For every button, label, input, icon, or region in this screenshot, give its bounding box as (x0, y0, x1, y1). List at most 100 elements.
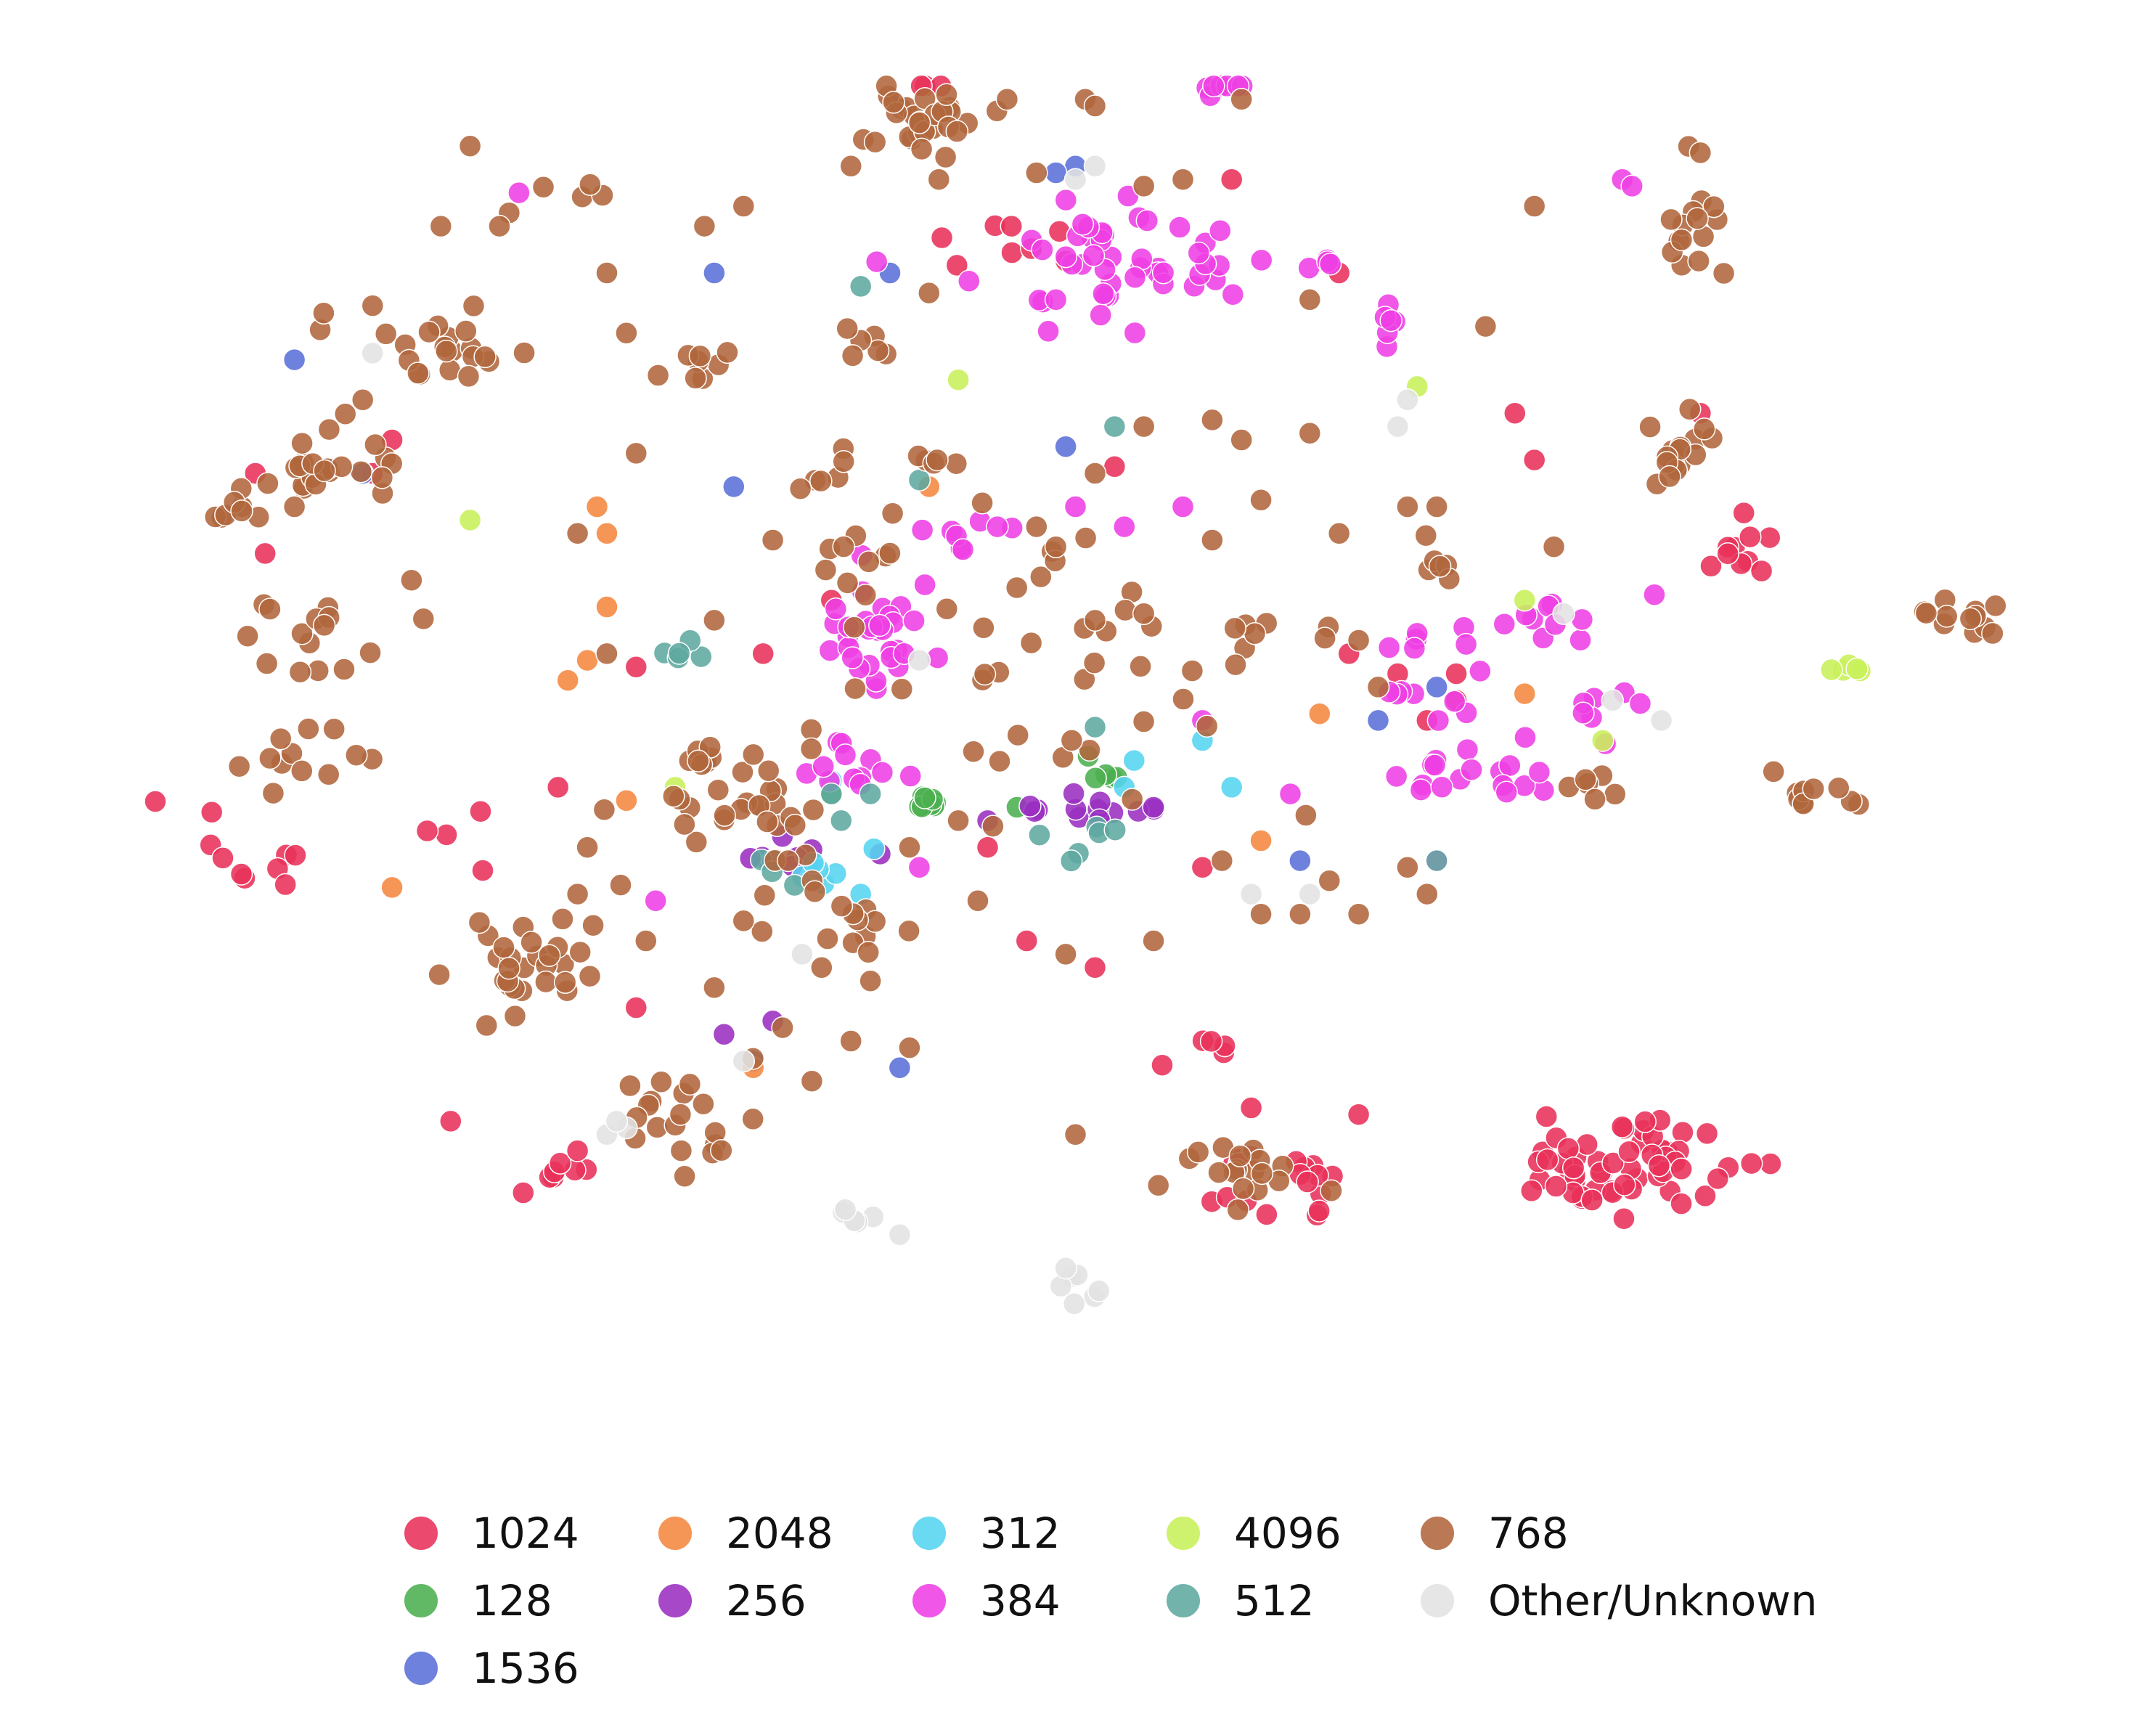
scatter-point (1347, 1103, 1371, 1126)
scatter-point (322, 717, 346, 740)
scatter-point (799, 718, 823, 741)
scatter-point (1278, 782, 1302, 806)
scatter-point (791, 942, 814, 966)
scatter-point (1694, 1184, 1717, 1208)
legend-item-312: 312 (911, 1509, 1061, 1558)
scatter-point (1601, 689, 1625, 712)
scatter-point (634, 929, 658, 952)
scatter-point (1984, 594, 2007, 618)
scatter-point (282, 495, 306, 518)
scatter-point (866, 339, 890, 362)
scatter-point (1054, 435, 1077, 458)
scatter-point (801, 798, 825, 822)
legend-marker (657, 1583, 693, 1619)
scatter-point (1298, 288, 1322, 311)
scatter-point (1402, 637, 1426, 660)
scatter-point (1425, 675, 1448, 699)
scatter-point (230, 499, 253, 523)
scatter-point (951, 538, 975, 561)
scatter-point (1151, 261, 1175, 285)
scatter-point (1000, 214, 1024, 238)
scatter-point (1313, 627, 1336, 650)
scatter-point (462, 294, 486, 318)
scatter-point (1604, 783, 1627, 806)
scatter-point (1692, 417, 1716, 441)
scatter-point (731, 760, 754, 784)
scatter-point (1063, 168, 1087, 191)
scatter-point (907, 856, 931, 879)
scatter-point (1649, 709, 1673, 733)
scatter-point (732, 1049, 756, 1073)
scatter-point (1670, 1157, 1693, 1181)
scatter-point (820, 782, 844, 806)
scatter-point (1522, 195, 1546, 218)
scatter-point (1610, 1115, 1634, 1138)
scatter-point (1455, 738, 1479, 762)
scatter-point (1845, 657, 1869, 681)
scatter-point (1659, 208, 1683, 232)
legend-marker (911, 1515, 947, 1551)
scatter-point (1044, 161, 1068, 184)
scatter-point (800, 1069, 824, 1093)
scatter-point (650, 1070, 673, 1094)
scatter-point (1132, 174, 1156, 198)
scatter-point (1601, 1151, 1625, 1175)
scatter-point (1409, 778, 1433, 801)
scatter-point (1575, 1133, 1598, 1156)
scatter-point (688, 344, 712, 368)
scatter-point (818, 639, 842, 662)
scatter-point (693, 214, 716, 238)
scatter-point (412, 607, 436, 631)
scatter-point (1005, 576, 1029, 600)
legend-item-1536: 1536 (403, 1644, 579, 1693)
scatter-point (1294, 804, 1318, 827)
scatter-point (1612, 1207, 1636, 1231)
scatter-point (1426, 709, 1450, 733)
scatter-point (312, 613, 336, 637)
scatter-point (407, 362, 430, 385)
scatter-point (1062, 782, 1085, 805)
scatter-point (722, 475, 746, 499)
scatter-point (1289, 902, 1312, 926)
scatter-point (282, 348, 306, 372)
scatter-point (537, 944, 561, 968)
scatter-point (703, 976, 726, 1000)
scatter-point (1209, 219, 1232, 242)
scatter-point (1082, 244, 1106, 267)
scatter-point (1535, 1148, 1559, 1172)
scatter-point (1327, 522, 1351, 545)
scatter-point (1078, 738, 1101, 762)
scatter-point (1243, 622, 1267, 645)
scatter-point (1513, 589, 1537, 612)
scatter-point (1202, 74, 1225, 98)
scatter-point (1542, 535, 1566, 558)
scatter-point (349, 460, 373, 483)
scatter-point (492, 936, 515, 959)
scatter-point (843, 616, 866, 639)
scatter-point (859, 969, 882, 992)
scatter-point (710, 1138, 733, 1162)
scatter-point (548, 1151, 572, 1175)
scatter-point (290, 431, 314, 455)
legend-item-768: 768 (1419, 1509, 1569, 1558)
scatter-point (361, 294, 385, 317)
scatter-point (741, 1107, 764, 1131)
scatter-point (332, 658, 356, 681)
scatter-point (899, 764, 922, 788)
scatter-point (799, 737, 823, 761)
scatter-point (830, 809, 853, 833)
scatter-point (1054, 188, 1078, 212)
scatter-point (553, 971, 577, 994)
scatter-point (345, 743, 368, 767)
scatter-point (947, 809, 970, 833)
scatter-point (1113, 515, 1136, 539)
scatter-point (361, 341, 384, 365)
scatter-point (1220, 168, 1244, 191)
scatter-point (810, 956, 833, 979)
scatter-point (913, 573, 936, 597)
scatter-point (1347, 629, 1371, 652)
scatter-point (417, 320, 441, 344)
scatter-point (1442, 690, 1466, 714)
scatter-point (972, 616, 995, 640)
scatter-point (1613, 1173, 1636, 1196)
